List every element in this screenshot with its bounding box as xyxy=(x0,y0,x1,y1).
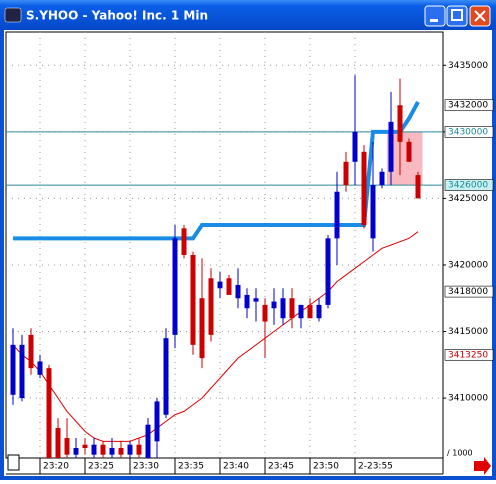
scroll-arrow[interactable] xyxy=(474,457,491,475)
candle-body xyxy=(172,238,178,335)
x-tick-label: 23:35 xyxy=(178,462,204,472)
candle-body xyxy=(325,238,331,305)
candle-body xyxy=(280,298,286,319)
y-unit-label: / 1000 xyxy=(447,449,473,458)
y-tick-label: 3410000 xyxy=(448,394,488,404)
candle-body xyxy=(244,294,250,309)
y-tick-label: 3425000 xyxy=(448,194,488,204)
candle-body xyxy=(388,121,394,172)
price-tag-label: 3432000 xyxy=(448,101,488,111)
candle-body xyxy=(334,191,340,239)
y-tick-label: 3435000 xyxy=(448,61,488,71)
window-title: S.YHOO - Yahoo! Inc. 1 Min xyxy=(26,9,208,23)
candle-body xyxy=(253,298,259,302)
indicator-line xyxy=(13,100,420,241)
candle-body xyxy=(271,301,277,309)
candle-body xyxy=(208,278,214,335)
candle-body xyxy=(163,338,169,415)
candle-body xyxy=(28,334,34,369)
price-tag-label: 3413250 xyxy=(448,350,488,360)
candle-body xyxy=(316,304,322,319)
candle-body xyxy=(37,361,43,375)
price-tag xyxy=(444,179,494,191)
candle-body xyxy=(361,151,367,226)
candle-body xyxy=(46,368,52,458)
candle-body xyxy=(181,228,187,255)
title-bar xyxy=(0,0,496,30)
indicator-line xyxy=(12,231,419,442)
axes: 3435000 3430000 3425000 3420000 3415000 34100… xyxy=(39,61,494,474)
x-tick-label: 23:20 xyxy=(43,462,69,472)
candle-body xyxy=(307,304,313,319)
candle-body xyxy=(262,304,268,322)
candle-body xyxy=(289,298,295,319)
x-tick-label: 23:30 xyxy=(133,462,159,472)
app-icon[interactable] xyxy=(4,7,22,23)
plot xyxy=(6,32,443,458)
candle-body xyxy=(379,171,385,186)
price-tag xyxy=(444,349,494,361)
candle-body xyxy=(19,344,25,399)
candle-body xyxy=(370,185,376,239)
candle-body xyxy=(397,105,403,142)
price-tag xyxy=(444,99,494,112)
candle-body xyxy=(82,444,88,449)
price-tag xyxy=(444,126,494,138)
x-tick-label: 23:25 xyxy=(88,462,114,472)
candle-body xyxy=(226,278,232,295)
candle-body xyxy=(217,281,223,289)
x-tick-label: 23:40 xyxy=(223,462,249,472)
candle-body xyxy=(406,141,412,162)
price-tag-label: 3430000 xyxy=(448,127,488,137)
candle-body xyxy=(199,298,205,359)
candle-body xyxy=(190,254,196,345)
candle-body xyxy=(154,401,160,442)
price-tag-label: 3426000 xyxy=(448,181,488,191)
y-tick-label: 3420000 xyxy=(448,260,488,270)
candle-body xyxy=(343,161,349,186)
candle-body xyxy=(145,424,151,458)
price-tag xyxy=(444,285,494,298)
x-tick-label: 23:45 xyxy=(268,462,294,472)
x-tick-label: 23:50 xyxy=(313,462,339,472)
x-tick-label: 2-23:55 xyxy=(358,462,393,472)
candle-body xyxy=(136,444,142,455)
plot-area xyxy=(5,31,444,459)
scroll-box[interactable] xyxy=(7,454,20,471)
candle-body xyxy=(10,344,16,395)
candle-body xyxy=(91,444,97,455)
price-tag-label: 3418000 xyxy=(448,287,488,297)
candle-body xyxy=(118,448,124,455)
close-button[interactable] xyxy=(469,5,491,27)
y-tick-label: 3415000 xyxy=(448,327,488,337)
candle-body xyxy=(235,284,241,299)
candle-body xyxy=(55,428,61,458)
candle-body xyxy=(109,448,115,455)
candle-body xyxy=(298,304,304,319)
candle-body xyxy=(64,438,70,455)
candle-body xyxy=(415,175,421,199)
candle-body xyxy=(100,444,106,455)
candle-body xyxy=(73,448,79,455)
candle-body xyxy=(127,444,133,455)
minimize-button[interactable] xyxy=(424,5,446,27)
maximize-button[interactable] xyxy=(446,5,468,27)
candle-body xyxy=(352,131,358,162)
